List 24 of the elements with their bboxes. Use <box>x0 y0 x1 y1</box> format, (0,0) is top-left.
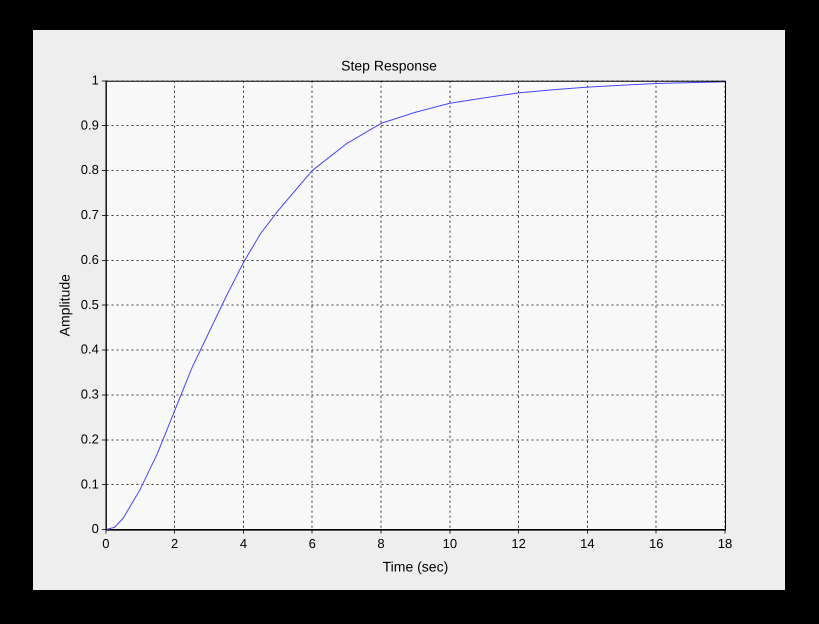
x-tick-label: 12 <box>511 536 526 551</box>
x-tick-label: 14 <box>580 536 595 551</box>
y-tick-label: 0.4 <box>80 342 99 357</box>
y-tick-label: 0.3 <box>80 386 99 402</box>
x-tick-label: 6 <box>308 536 316 551</box>
y-tick-label: 0 <box>92 521 99 536</box>
y-tick-label: 1 <box>92 72 99 88</box>
y-tick-label: 0.2 <box>80 431 99 446</box>
y-tick-label: 0.7 <box>80 207 99 222</box>
y-tick-label: 0.8 <box>80 162 99 178</box>
x-tick-label: 0 <box>102 536 110 551</box>
x-tick-label: 10 <box>442 536 458 551</box>
y-tick-label: 0.5 <box>80 296 99 312</box>
y-tick-label: 0.6 <box>80 252 99 267</box>
x-tick-label: 2 <box>171 536 178 551</box>
x-tick-label: 16 <box>648 536 664 551</box>
y-tick-label: 0.9 <box>80 117 99 132</box>
y-tick-label: 0.1 <box>80 476 99 492</box>
chart-title: Step Response <box>341 57 438 74</box>
x-axis-title: Time (sec) <box>382 558 448 574</box>
x-tick-label: 8 <box>377 536 385 551</box>
x-tick-label: 18 <box>718 536 732 551</box>
y-axis-title: Amplitude <box>56 274 72 336</box>
x-tick-label: 4 <box>240 536 248 551</box>
